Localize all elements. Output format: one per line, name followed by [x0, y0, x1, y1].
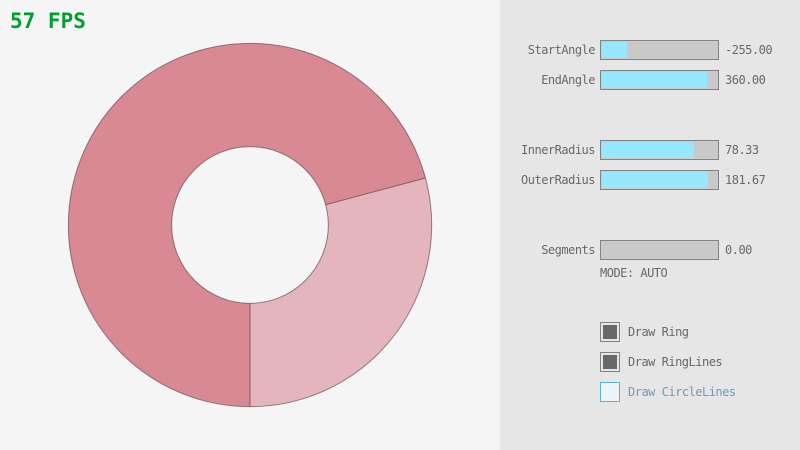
start-angle-label: StartAngle	[527, 43, 596, 57]
inner-radius-label: InnerRadius	[521, 143, 595, 157]
draw-ringlines-checkbox-check	[603, 355, 617, 369]
slider-row-outer-radius: OuterRadius 181.67	[500, 170, 800, 190]
outer-radius-slider-fill	[602, 172, 709, 188]
end-angle-value: 360.00	[725, 73, 766, 87]
inner-radius-slider[interactable]	[600, 140, 719, 160]
ring-hole	[171, 146, 329, 304]
checkbox-row-draw-ring: Draw Ring	[500, 322, 800, 342]
slider-row-end-angle: EndAngle 360.00	[500, 70, 800, 90]
ring-inner-outline	[171, 146, 329, 304]
slider-row-segments: Segments 0.00	[500, 240, 800, 260]
ring-outer-outline	[67, 42, 433, 408]
slider-row-inner-radius: InnerRadius 78.33	[500, 140, 800, 160]
draw-ringlines-checkbox[interactable]	[600, 352, 620, 372]
ring-cap-line-start	[325, 177, 426, 206]
draw-ring-checkbox-check	[603, 325, 617, 339]
outer-radius-label: OuterRadius	[521, 173, 595, 187]
segments-mode-label: MODE: AUTO	[600, 266, 668, 280]
segments-value: 0.00	[725, 243, 752, 257]
draw-ringlines-label: Draw RingLines	[628, 355, 723, 369]
start-angle-slider-fill	[602, 42, 628, 58]
checkbox-row-draw-circlelines: Draw CircleLines	[500, 382, 800, 402]
draw-circlelines-checkbox[interactable]	[600, 382, 620, 402]
slider-row-start-angle: StartAngle -255.00	[500, 40, 800, 60]
inner-radius-slider-fill	[602, 142, 694, 158]
start-angle-slider[interactable]	[600, 40, 719, 60]
segments-label: Segments	[541, 243, 595, 257]
start-angle-value: -255.00	[725, 43, 773, 57]
draw-ring-label: Draw Ring	[628, 325, 689, 339]
control-panel: StartAngle -255.00 EndAngle 360.00 Inner…	[500, 0, 800, 450]
draw-ring-checkbox[interactable]	[600, 322, 620, 342]
checkbox-row-draw-ringlines: Draw RingLines	[500, 352, 800, 372]
end-angle-label: EndAngle	[541, 73, 595, 87]
fps-counter: 57 FPS	[10, 9, 86, 33]
draw-circlelines-checkbox-check	[603, 385, 617, 399]
inner-radius-value: 78.33	[725, 143, 759, 157]
end-angle-slider[interactable]	[600, 70, 719, 90]
outer-radius-value: 181.67	[725, 173, 766, 187]
ring-light-sector	[250, 177, 432, 407]
draw-circlelines-label: Draw CircleLines	[628, 385, 736, 399]
segments-slider[interactable]	[600, 240, 719, 260]
end-angle-slider-fill	[602, 72, 708, 88]
outer-radius-slider[interactable]	[600, 170, 719, 190]
